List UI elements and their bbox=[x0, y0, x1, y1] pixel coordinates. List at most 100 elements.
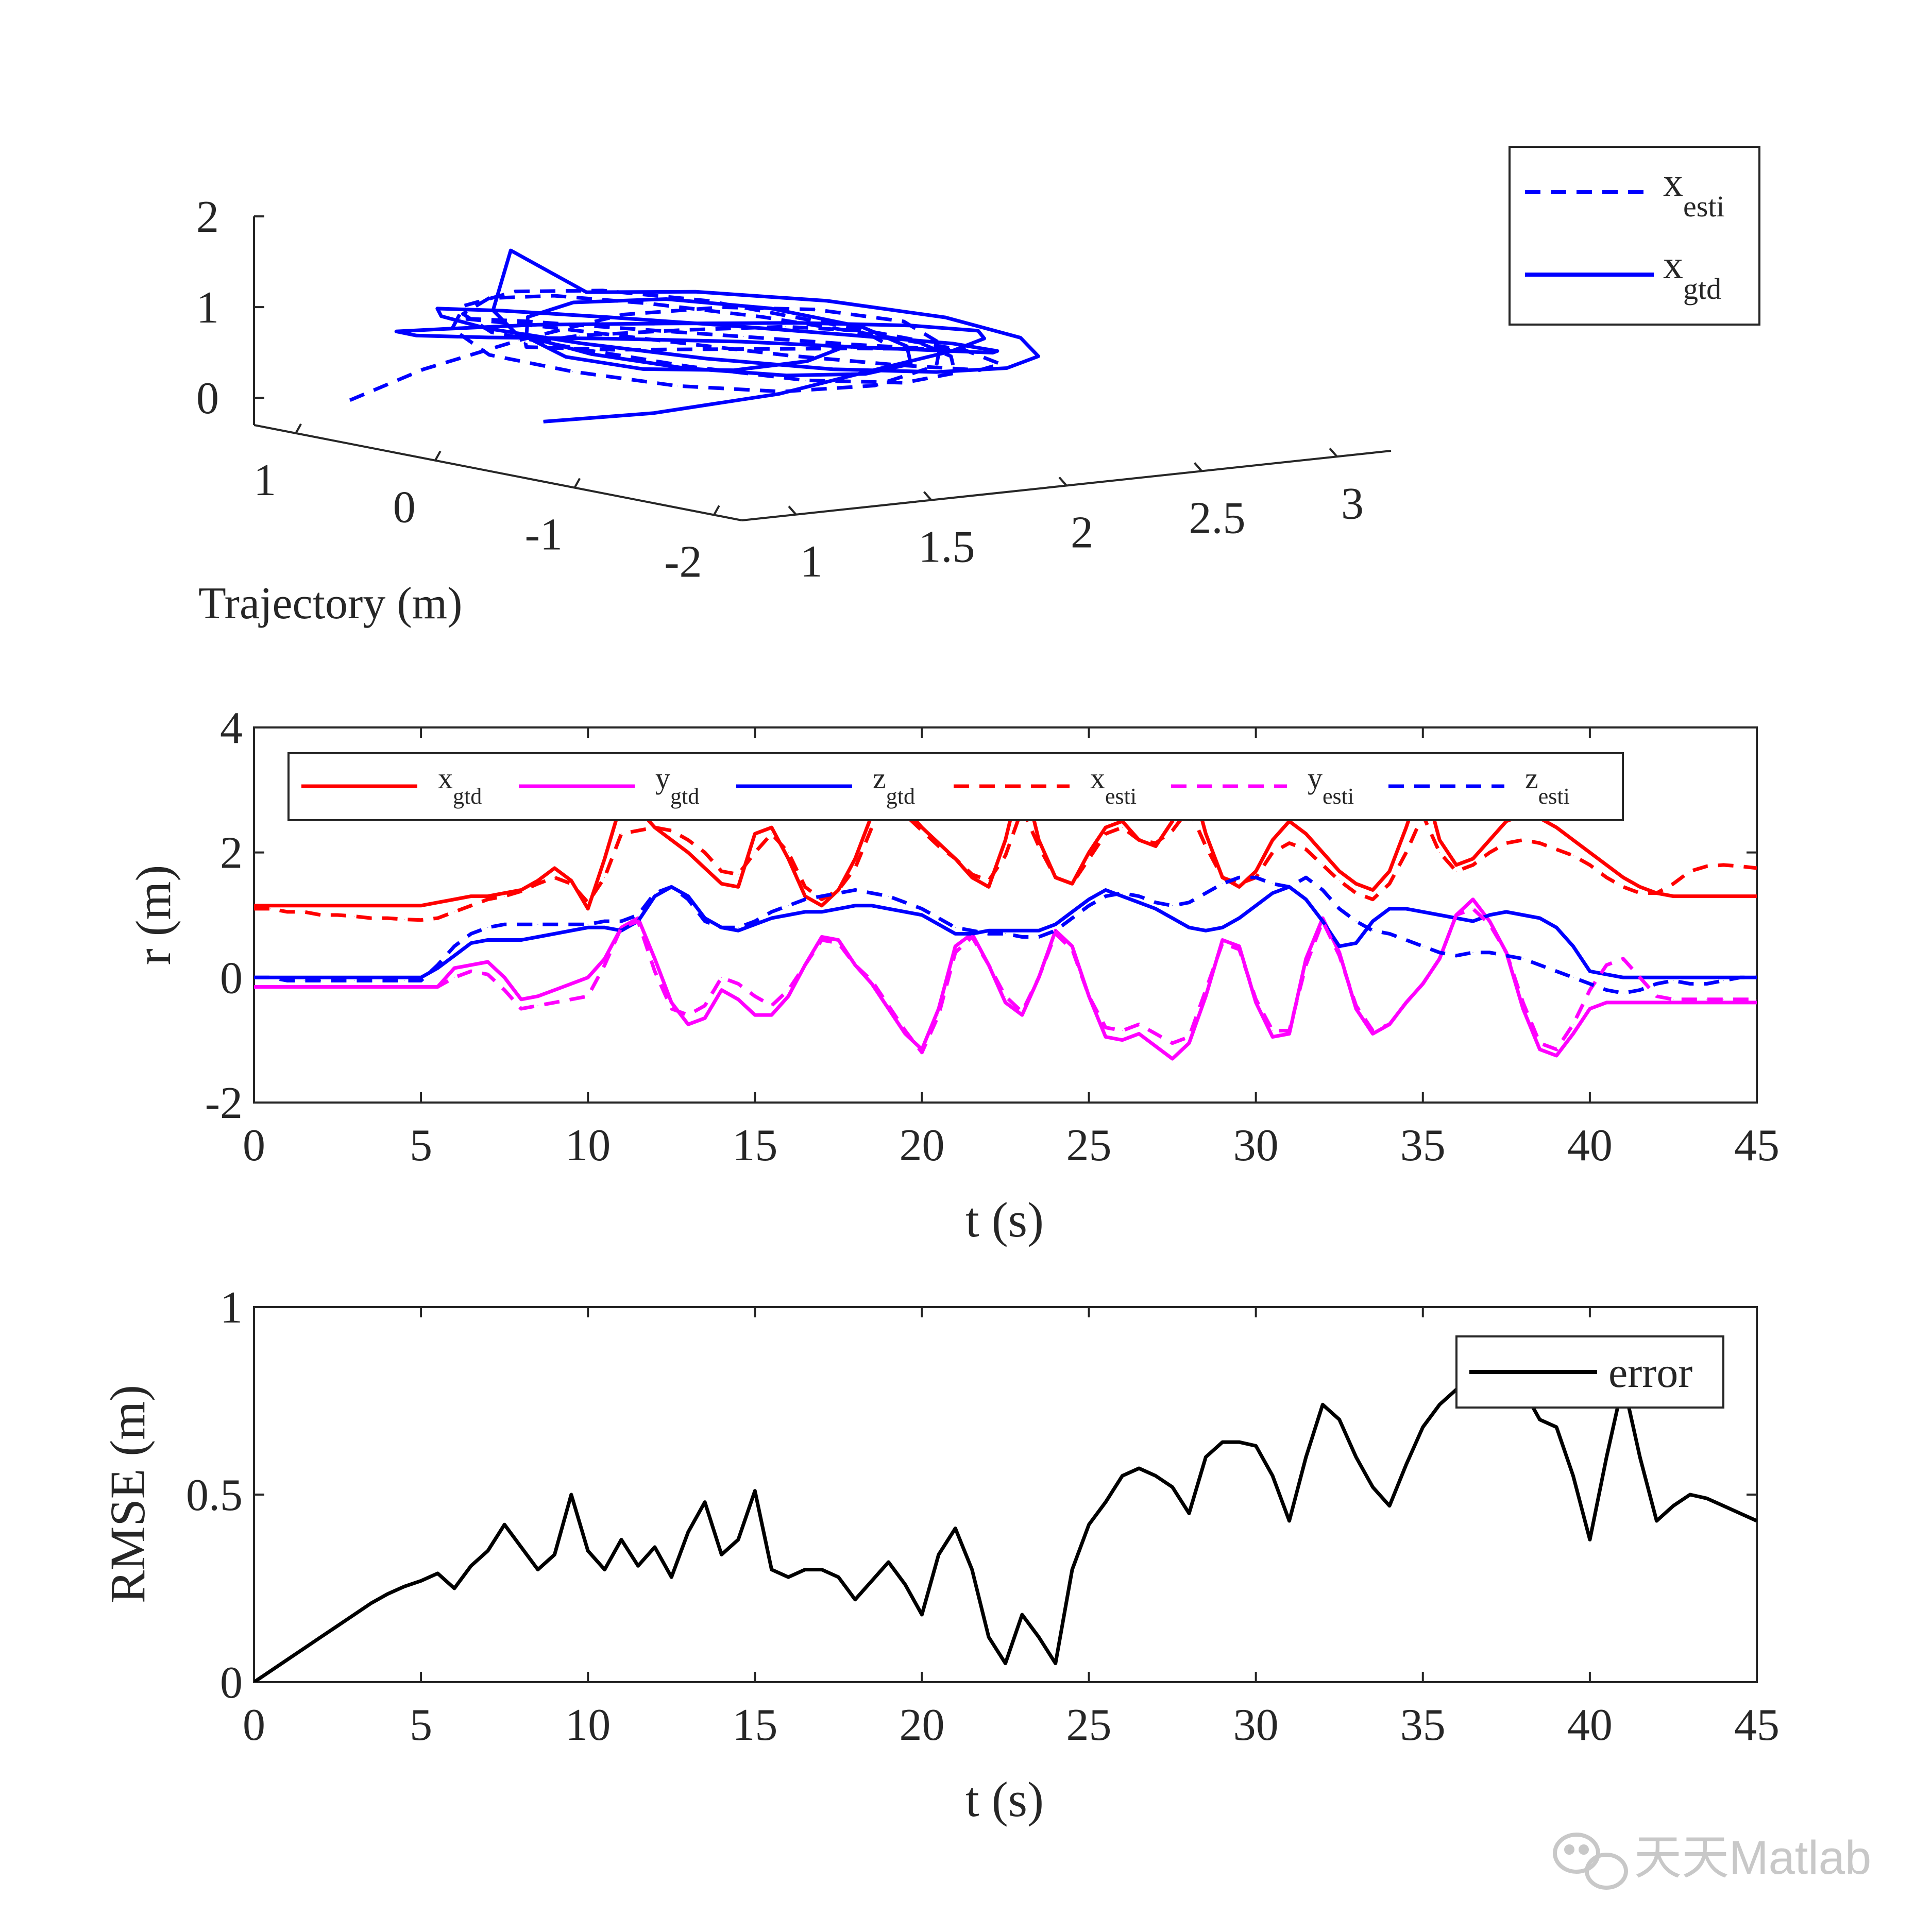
plot-area bbox=[254, 1372, 1757, 1682]
y-axis-line bbox=[253, 424, 742, 521]
rmse-lines bbox=[254, 1372, 1757, 1682]
data-point-x-esti bbox=[554, 877, 555, 878]
data-point-x-esti bbox=[654, 827, 655, 828]
data-point-z-esti bbox=[1055, 930, 1056, 931]
trajectory-3d-lines bbox=[349, 248, 1040, 423]
x-tick-label: 20 bbox=[899, 1121, 944, 1171]
data-point-y-gtd bbox=[1289, 1033, 1290, 1035]
legend-y-esti-label: yesti bbox=[1308, 761, 1354, 809]
data-point-z-esti bbox=[771, 911, 772, 912]
data-point-z-gtd bbox=[788, 914, 789, 916]
data-point-y-gtd bbox=[604, 958, 605, 959]
x-tick-label: 30 bbox=[1233, 1121, 1279, 1171]
trajectory-x-axis-label: Trajectory (m) bbox=[198, 579, 462, 629]
x-tick-label: 2 bbox=[1071, 508, 1093, 558]
data-point-error bbox=[888, 1562, 889, 1563]
x-tick-mark bbox=[788, 505, 797, 516]
data-point-x-gtd bbox=[437, 902, 438, 903]
data-point-z-esti bbox=[1372, 930, 1374, 931]
data-point-error bbox=[337, 1625, 338, 1626]
data-point-error bbox=[1723, 1505, 1724, 1506]
data-point-z-esti bbox=[721, 927, 722, 928]
data-point-error bbox=[1439, 1404, 1440, 1405]
data-point-x-esti bbox=[1122, 827, 1123, 828]
data-point-error bbox=[504, 1524, 505, 1525]
trajectory-point-x-gtd bbox=[606, 338, 607, 339]
data-point-z-gtd bbox=[320, 977, 321, 978]
data-point-y-esti bbox=[1072, 949, 1073, 950]
data-point-z-gtd bbox=[771, 918, 772, 919]
data-point-y-gtd bbox=[654, 958, 655, 959]
data-point-y-esti bbox=[905, 1030, 906, 1031]
data-point-error bbox=[838, 1577, 839, 1578]
data-point-y-esti bbox=[487, 974, 488, 975]
data-point-z-esti bbox=[621, 921, 622, 922]
data-point-y-esti bbox=[554, 1002, 555, 1003]
legend-x-gtd-label: xgtd bbox=[1663, 242, 1721, 306]
data-point-error bbox=[821, 1569, 822, 1570]
data-point-z-gtd bbox=[1422, 911, 1423, 912]
data-point-z-gtd bbox=[821, 911, 822, 912]
z-tick-label: 1 bbox=[196, 283, 219, 333]
y-tick-label: 4 bbox=[220, 703, 243, 753]
data-point-y-esti bbox=[1239, 949, 1240, 950]
trajectory-legend: xesti xgtd bbox=[1509, 146, 1760, 326]
data-point-z-gtd bbox=[604, 927, 605, 928]
data-point-z-esti bbox=[270, 977, 271, 978]
data-point-y-gtd bbox=[1606, 1002, 1607, 1003]
data-point-error bbox=[1072, 1569, 1073, 1570]
data-point-z-esti bbox=[1489, 952, 1490, 953]
data-point-z-esti bbox=[1172, 905, 1173, 906]
trajectory-point-x-gtd bbox=[880, 368, 881, 369]
legend-z-esti-label: zesti bbox=[1525, 761, 1570, 809]
y-tick-label: 1 bbox=[220, 1283, 243, 1333]
data-point-x-esti bbox=[788, 852, 789, 853]
y-tick-label: -2 bbox=[205, 1078, 243, 1128]
data-point-x-esti bbox=[337, 914, 338, 916]
x-tick-label: 5 bbox=[410, 1700, 432, 1750]
x-tick-label: 5 bbox=[410, 1121, 432, 1171]
trajectory-point-x-esti bbox=[743, 336, 744, 337]
data-point-y-gtd bbox=[1656, 1002, 1657, 1003]
data-point-z-gtd bbox=[1656, 977, 1657, 978]
legend-x-esti-label: xesti bbox=[1090, 761, 1137, 809]
data-point-x-esti bbox=[370, 918, 371, 919]
x-tick-label: 1 bbox=[800, 537, 823, 587]
data-point-y-esti bbox=[1105, 1027, 1106, 1028]
data-point-error bbox=[671, 1577, 672, 1578]
trajectory-point-x-esti bbox=[936, 365, 937, 366]
x-tick-mark bbox=[1193, 462, 1203, 472]
data-point-y-esti bbox=[654, 971, 655, 972]
data-point-error bbox=[905, 1584, 906, 1585]
data-point-z-gtd bbox=[1189, 927, 1190, 928]
y-tick-label: 0 bbox=[393, 483, 416, 533]
data-point-x-esti bbox=[1339, 880, 1340, 881]
data-point-z-gtd bbox=[905, 911, 906, 912]
data-point-x-esti bbox=[270, 908, 271, 909]
data-point-error bbox=[771, 1569, 772, 1570]
data-point-error bbox=[1289, 1520, 1290, 1521]
x-tick-label: 25 bbox=[1066, 1121, 1112, 1171]
y-tick-label: 1 bbox=[253, 455, 276, 505]
wechat-logo-icon bbox=[1553, 1833, 1628, 1890]
data-point-x-esti bbox=[1489, 852, 1490, 853]
y-tick-label: 2 bbox=[220, 828, 243, 878]
data-point-y-esti bbox=[1339, 955, 1340, 956]
data-point-z-gtd bbox=[838, 908, 839, 909]
x-tick-label: 3 bbox=[1341, 479, 1364, 529]
trajectory-point-x-esti bbox=[862, 330, 863, 331]
legend-x-esti-label: xesti bbox=[1663, 160, 1725, 223]
trajectory-point-x-esti bbox=[815, 309, 816, 310]
trajectory-point-x-gtd bbox=[984, 338, 985, 339]
y-tick-label: -1 bbox=[525, 510, 563, 560]
x-tick-label: 20 bbox=[899, 1700, 944, 1750]
data-point-y-gtd bbox=[671, 1002, 672, 1003]
data-point-x-gtd bbox=[821, 905, 822, 906]
watermark-text: 天天Matlab bbox=[1634, 1832, 1871, 1884]
data-point-y-esti bbox=[955, 952, 956, 953]
data-point-error bbox=[955, 1528, 956, 1529]
data-point-y-esti bbox=[1489, 924, 1490, 925]
data-point-x-esti bbox=[1556, 849, 1557, 850]
data-point-z-gtd bbox=[1723, 977, 1724, 978]
data-point-x-gtd bbox=[1339, 871, 1340, 872]
